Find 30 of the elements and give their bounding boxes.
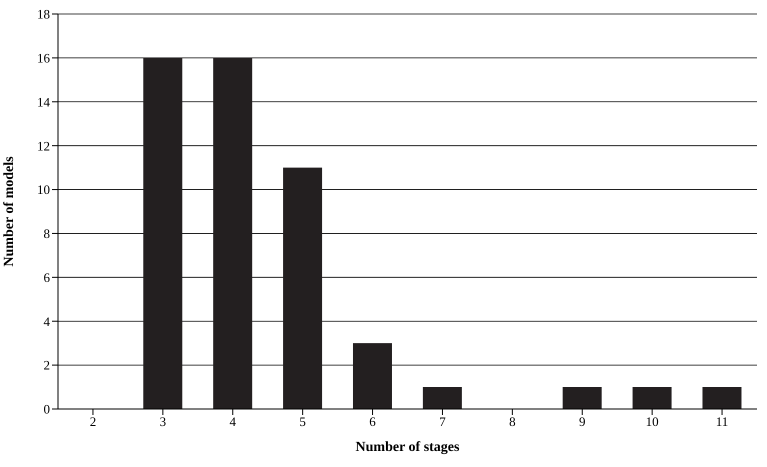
x-tick-label: 6 [369,414,376,430]
bar [213,58,252,409]
y-tick-label: 0 [44,402,50,417]
bar [352,343,392,409]
x-tick-label: 2 [90,414,96,430]
y-axis-title: Number of models [2,156,17,267]
bar [702,387,742,409]
y-tick-label: 16 [37,50,50,66]
y-tick-label: 2 [44,358,50,373]
bar [562,387,602,409]
x-tick-label: 7 [439,414,446,430]
x-axis-title: Number of stages [356,440,460,455]
x-tick-label: 10 [646,414,659,430]
y-tick-label: 12 [37,138,50,154]
y-tick-label: 14 [37,94,50,110]
y-tick-label: 8 [44,226,50,242]
x-tick-label: 3 [160,414,166,430]
bar [422,387,462,409]
y-tick-label: 4 [44,314,50,329]
y-tick-label: 6 [44,270,50,285]
x-tick-label: 4 [230,414,236,430]
x-tick-label: 8 [509,414,516,430]
bar [632,387,672,409]
bar [283,168,322,409]
x-tick-label: 5 [299,414,306,430]
y-tick-label: 18 [37,6,50,22]
x-tick-label: 9 [579,414,586,430]
x-tick-label: 11 [716,414,728,430]
bar [143,58,182,409]
y-tick-label: 10 [37,182,50,198]
